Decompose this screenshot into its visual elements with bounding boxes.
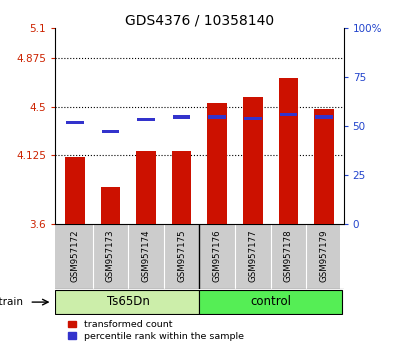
Text: strain: strain	[0, 297, 24, 307]
Bar	[243, 97, 263, 224]
Bar	[136, 151, 156, 224]
Bar	[207, 103, 227, 224]
Text: GSM957177: GSM957177	[248, 229, 258, 282]
Bar	[315, 115, 333, 119]
Text: GSM957179: GSM957179	[320, 229, 329, 281]
Bar	[279, 78, 298, 224]
Text: GSM957178: GSM957178	[284, 229, 293, 282]
Bar	[172, 151, 192, 224]
Text: GSM957176: GSM957176	[213, 229, 222, 282]
Text: GSM957175: GSM957175	[177, 229, 186, 282]
Legend: transformed count, percentile rank within the sample: transformed count, percentile rank withi…	[66, 319, 246, 343]
Text: Ts65Dn: Ts65Dn	[107, 295, 150, 308]
Bar	[280, 113, 297, 116]
Bar	[173, 115, 190, 119]
Bar	[55, 290, 199, 314]
Title: GDS4376 / 10358140: GDS4376 / 10358140	[125, 13, 274, 27]
Bar	[65, 158, 85, 224]
Bar	[209, 115, 226, 119]
Bar	[101, 187, 120, 224]
Text: GSM957174: GSM957174	[141, 229, 150, 282]
Bar	[102, 130, 119, 133]
Bar	[314, 109, 334, 224]
Bar	[199, 290, 342, 314]
Bar	[137, 118, 155, 121]
Text: GSM957173: GSM957173	[106, 229, 115, 282]
Text: control: control	[250, 295, 291, 308]
Bar	[244, 117, 261, 120]
Bar	[66, 121, 84, 124]
Text: GSM957172: GSM957172	[70, 229, 79, 282]
